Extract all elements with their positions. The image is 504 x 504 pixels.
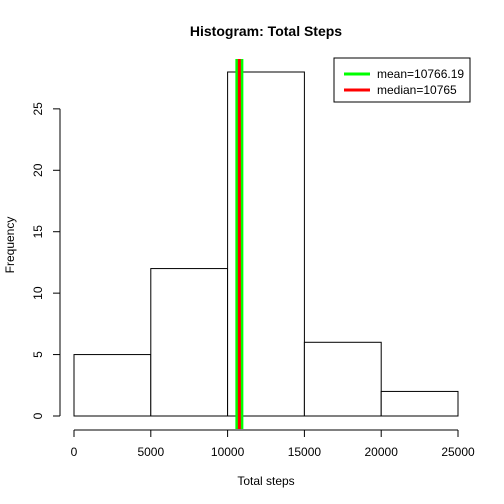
- x-tick-label: 5000: [137, 445, 164, 459]
- legend-box: [333, 57, 471, 103]
- y-axis-label: Frequency: [3, 217, 17, 274]
- y-tick-label: 25: [31, 102, 45, 116]
- y-tick-label: 15: [31, 225, 45, 239]
- bars-group: [73, 71, 459, 417]
- legend-label-mean: mean=10766.19: [377, 67, 464, 81]
- legend: mean=10766.19 median=10765: [333, 57, 471, 103]
- histogram-bar-2: [150, 268, 229, 417]
- y-axis: 0 5 10 15 20 25: [31, 102, 61, 419]
- y-tick-label: 20: [31, 163, 45, 177]
- histogram-bar-5: [380, 390, 459, 417]
- x-axis: 0 5000 10000 15000 20000 25000: [71, 429, 475, 459]
- y-tick-label: 0: [31, 412, 45, 419]
- x-tick-label: 20000: [365, 445, 399, 459]
- x-tick-label: 0: [71, 445, 78, 459]
- x-tick-label: 15000: [288, 445, 322, 459]
- histogram-bar-1: [73, 354, 152, 417]
- x-tick-label: 10000: [211, 445, 245, 459]
- y-tick-label: 10: [31, 286, 45, 300]
- y-tick-label: 5: [31, 351, 45, 358]
- legend-label-median: median=10765: [377, 83, 457, 97]
- x-axis-label: Total steps: [237, 474, 294, 488]
- x-tick-label: 25000: [441, 445, 475, 459]
- chart-title: Histogram: Total Steps: [190, 23, 342, 39]
- histogram-bar-4: [303, 341, 382, 417]
